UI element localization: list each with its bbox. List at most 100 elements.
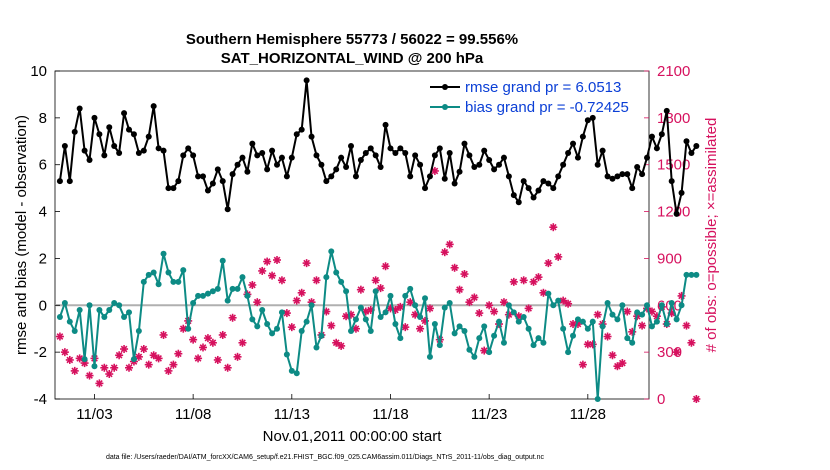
rmse-point <box>195 173 202 180</box>
rmse-point <box>101 152 108 159</box>
rmse-point <box>170 185 177 192</box>
bias-point <box>441 304 448 311</box>
y-tick-label: 6 <box>39 157 47 174</box>
obs-count-point <box>406 298 415 307</box>
rmse-point <box>283 173 290 180</box>
rmse-point <box>293 131 300 138</box>
rmse-point <box>328 173 335 180</box>
rmse-point <box>150 103 157 110</box>
rmse-point <box>540 178 547 185</box>
rmse-point <box>426 173 433 180</box>
rmse-point <box>229 171 236 178</box>
obs-count-point <box>401 323 410 332</box>
rmse-point <box>135 150 142 156</box>
bias-point <box>195 292 202 299</box>
rmse-point <box>412 152 419 159</box>
obs-count-point <box>371 276 380 285</box>
rmse-point <box>308 133 315 140</box>
obs-count-point <box>159 330 168 339</box>
obs-count-point <box>213 355 222 364</box>
bias-point <box>678 302 685 309</box>
rmse-point <box>481 147 488 154</box>
rmse-point <box>121 110 128 117</box>
bias-point <box>570 332 577 339</box>
obs-count-point <box>564 299 573 308</box>
obs-count-point <box>218 330 227 339</box>
obs-count-point <box>144 360 153 369</box>
y2-tick-label: 1500 <box>657 157 690 174</box>
rmse-point <box>584 117 591 124</box>
bias-point <box>476 335 483 342</box>
chart-title: Southern Hemisphere 55773 / 56022 = 99.5… <box>186 31 518 48</box>
obs-count-point <box>268 271 277 280</box>
bias-point <box>402 292 409 299</box>
obs-count-point <box>485 301 494 310</box>
bias-point <box>565 349 572 356</box>
rmse-point <box>436 145 443 152</box>
rmse-point <box>693 142 700 149</box>
obs-count-point <box>105 370 114 379</box>
bias-point <box>343 288 350 295</box>
bias-point <box>214 285 221 292</box>
y2-tick-label: 2100 <box>657 63 690 80</box>
rmse-point <box>683 138 690 145</box>
obs-count-point <box>356 285 365 294</box>
bias-point <box>417 314 424 320</box>
legend: rmse grand pr = 6.0513 bias grand pr = -… <box>430 79 629 116</box>
rmse-point <box>185 145 192 152</box>
obs-count-point <box>273 255 282 264</box>
rmse-point <box>594 161 601 168</box>
y2-tick-label: 1200 <box>657 204 690 221</box>
bias-point <box>515 318 522 325</box>
rmse-point <box>515 199 522 206</box>
x-tick-label: 11/28 <box>570 406 606 423</box>
obs-count-point <box>534 273 543 282</box>
obs-count-point <box>445 240 454 249</box>
bias-point <box>244 292 251 299</box>
bias-point <box>323 274 330 281</box>
bias-point <box>61 299 68 306</box>
rmse-point <box>619 171 626 178</box>
obs-count-point <box>297 288 306 297</box>
rmse-point <box>175 178 182 185</box>
bias-point <box>505 302 512 309</box>
bias-point <box>96 306 103 313</box>
obs-count-point <box>499 298 508 307</box>
bias-point <box>155 281 162 288</box>
obs-count-point <box>174 349 183 358</box>
rmse-point <box>298 126 305 133</box>
rmse-point <box>71 128 78 135</box>
rmse-point <box>155 145 162 152</box>
bias-point <box>377 314 384 320</box>
bias-point <box>318 332 325 339</box>
obs-count-point <box>203 334 212 343</box>
rmse-point <box>407 173 414 180</box>
rmse-point <box>579 133 586 140</box>
rmse-point <box>648 133 655 140</box>
rmse-point <box>609 175 616 182</box>
bias-point <box>510 309 517 316</box>
rmse-point <box>392 150 399 156</box>
rmse-point <box>387 145 394 152</box>
bias-point <box>644 302 651 309</box>
bias-point <box>308 302 315 309</box>
bias-point <box>229 285 236 292</box>
rmse-point <box>673 210 680 217</box>
y-tick-label: -4 <box>34 391 47 408</box>
bias-point <box>86 302 93 309</box>
bias-point <box>348 328 355 335</box>
rmse-point <box>629 185 636 192</box>
bias-point <box>634 309 641 316</box>
obs-count-point <box>588 340 597 349</box>
ticks-layer: -4-202468100300600900120015001800210011/… <box>30 63 690 423</box>
bias-point <box>520 314 527 320</box>
obs-count-point <box>638 321 647 330</box>
bias-point <box>140 278 147 285</box>
obs-count-point <box>578 360 587 369</box>
bias-point <box>446 299 453 306</box>
obs-count-point <box>475 309 484 318</box>
bias-line <box>58 250 697 400</box>
bias-point <box>190 299 197 306</box>
obs-count-point <box>120 345 129 354</box>
bias-point <box>481 323 488 330</box>
